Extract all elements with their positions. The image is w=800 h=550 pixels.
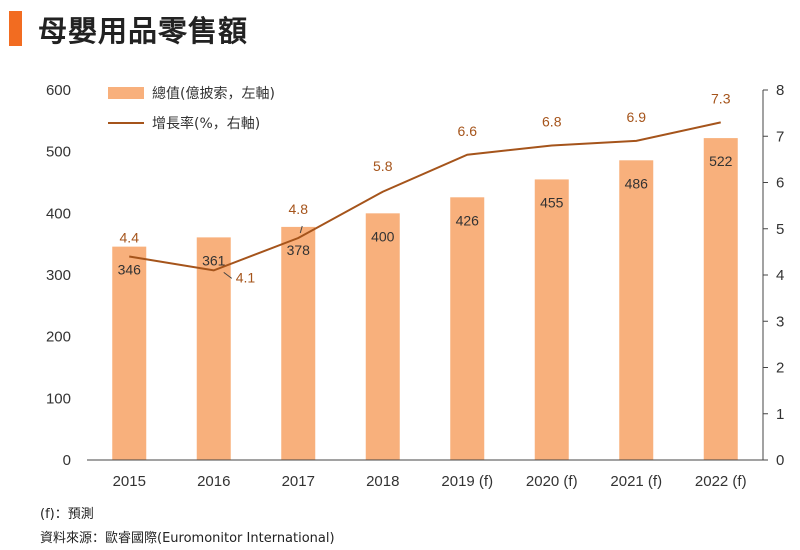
footnote-source: 資料來源：歐睿國際(Euromonitor International): [40, 531, 335, 546]
left-axis-tick-label: 300: [46, 267, 71, 284]
bar-2020 (f): [534, 179, 569, 460]
right-axis-tick-label: 1: [776, 406, 784, 423]
page-title: 母嬰用品零售額: [38, 14, 249, 48]
bar-2016: [196, 237, 231, 460]
bar-value-label: 361: [202, 252, 226, 268]
growth-rate-line: [129, 121, 721, 272]
bar-2022 (f): [703, 138, 738, 460]
line-value-label: 4.4: [120, 230, 140, 246]
left-axis-tick-label: 100: [46, 390, 71, 407]
left-axis-tick-label: 500: [46, 144, 71, 161]
bar-value-label: 400: [371, 228, 395, 244]
line-value-label: 4.8: [289, 201, 309, 217]
line-value-label: 6.8: [542, 114, 562, 130]
right-axis-tick-label: 4: [776, 267, 784, 284]
right-axis-tick-label: 3: [776, 313, 784, 330]
bar-2015: [112, 246, 147, 460]
right-axis-tick-label: 2: [776, 360, 784, 377]
left-axis-tick-label: 400: [46, 205, 71, 222]
bar-2019 (f): [450, 197, 485, 461]
x-axis-tick-label: 2019 (f): [441, 473, 493, 490]
bar-2021 (f): [619, 160, 654, 461]
x-axis-tick-label: 2017: [282, 473, 315, 490]
x-axis-tick-label: 2020 (f): [526, 473, 578, 490]
bar-2017: [281, 226, 316, 460]
x-axis-tick-label: 2022 (f): [695, 473, 747, 490]
bar-value-label: 486: [625, 175, 649, 191]
right-axis-tick-label: 5: [776, 221, 784, 238]
bar-value-label: 455: [540, 194, 564, 210]
right-axis-tick-label: 0: [776, 452, 784, 469]
x-axis-tick-label: 2016: [197, 473, 230, 490]
right-axis-tick-label: 6: [776, 175, 784, 192]
chart: 0 100 200 300 400 500 600 0 1 2 3 4 5 6 7 8 2015 2016 2017…: [46, 82, 784, 490]
bar-value-label: 378: [287, 242, 311, 258]
left-axis-tick-label: 200: [46, 329, 71, 346]
right-axis-tick-label: 7: [776, 128, 784, 145]
legend-line-label: 增長率(%，右軸): [152, 115, 260, 132]
line-value-label: 4.1: [236, 269, 256, 285]
line-value-label: 6.6: [458, 123, 478, 139]
bar-value-label: 426: [456, 212, 480, 228]
label-leader-2016: [223, 271, 233, 279]
footnote-forecast: (f)：預測: [40, 507, 94, 522]
legend-bar-label: 總值(億披索，左軸): [152, 85, 275, 102]
right-axis-tick-label: 8: [776, 82, 784, 99]
legend-bar-swatch: [108, 87, 144, 99]
bar-2018: [365, 213, 400, 460]
left-axis-tick-label: 0: [63, 452, 71, 469]
label-leader-2017: [299, 225, 303, 234]
x-axis-tick-label: 2015: [113, 473, 146, 490]
bar-value-label: 522: [709, 153, 733, 169]
left-axis-tick-label: 600: [46, 82, 71, 99]
bar-value-label: 346: [118, 262, 142, 278]
title-accent-bar: [9, 11, 22, 46]
line-value-label: 7.3: [711, 90, 731, 106]
x-axis-tick-label: 2018: [366, 473, 399, 490]
line-value-label: 6.9: [627, 109, 647, 125]
x-axis-tick-label: 2021 (f): [610, 473, 662, 490]
line-value-label: 5.8: [373, 158, 393, 174]
